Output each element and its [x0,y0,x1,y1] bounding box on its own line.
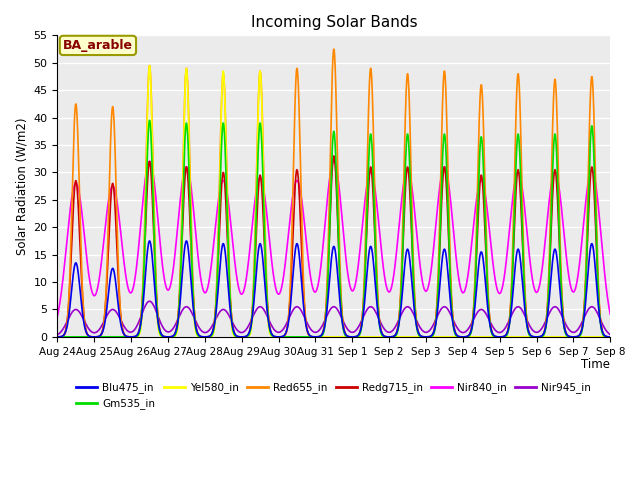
Redg715_in [82,325,90,331]
Gm535_in [146,118,154,123]
Gm535_in [54,334,61,340]
Yel580_in [323,334,330,340]
Red655_in [308,334,316,340]
Blu475_in [323,311,330,317]
Red655_in [323,300,330,306]
Yel580_in [308,334,316,340]
Nir945_in [607,332,614,337]
Nir945_in [591,305,598,311]
Redg715_in [591,197,598,203]
Nir945_in [308,328,316,334]
Nir840_in [308,281,316,287]
Nir945_in [590,305,598,311]
Red655_in [330,47,337,52]
Redg715_in [308,334,316,339]
Gm535_in [590,163,598,168]
Blu475_in [54,334,61,340]
Yel580_in [607,334,614,340]
Yel580_in [490,334,497,340]
Nir945_in [146,299,154,304]
Gm535_in [607,334,614,340]
Red655_in [590,123,598,129]
Redg715_in [489,332,497,337]
X-axis label: Time: Time [581,358,611,371]
Line: Redg715_in: Redg715_in [58,156,611,337]
Line: Nir945_in: Nir945_in [58,301,611,335]
Yel580_in [591,334,598,340]
Red655_in [607,334,614,340]
Blu475_in [308,334,316,339]
Redg715_in [590,191,598,197]
Blu475_in [489,332,497,337]
Red655_in [54,334,61,340]
Redg715_in [323,303,330,309]
Yel580_in [54,334,61,340]
Redg715_in [330,153,337,159]
Yel580_in [146,62,154,68]
Nir945_in [54,332,61,338]
Line: Gm535_in: Gm535_in [58,120,611,337]
Legend: Blu475_in, Gm535_in, Yel580_in, Red655_in, Redg715_in, Nir840_in, Nir945_in: Blu475_in, Gm535_in, Yel580_in, Red655_i… [72,378,595,414]
Redg715_in [54,334,61,340]
Nir840_in [82,245,90,251]
Nir840_in [607,312,614,317]
Blu475_in [607,334,614,340]
Nir840_in [590,172,598,178]
Line: Blu475_in: Blu475_in [58,241,611,337]
Yel580_in [385,334,392,340]
Yel580_in [82,334,90,340]
Gm535_in [323,306,330,312]
Yel580_in [591,334,598,340]
Red655_in [82,327,90,333]
Red655_in [489,333,497,338]
Y-axis label: Solar Radiation (W/m2): Solar Radiation (W/m2) [15,117,28,255]
Nir840_in [54,313,61,319]
Blu475_in [82,327,90,333]
Line: Red655_in: Red655_in [58,49,611,337]
Title: Incoming Solar Bands: Incoming Solar Bands [250,15,417,30]
Blu475_in [591,256,598,262]
Line: Yel580_in: Yel580_in [58,65,611,337]
Text: BA_arable: BA_arable [63,39,133,52]
Redg715_in [607,334,614,340]
Nir945_in [489,324,497,330]
Blu475_in [590,253,598,259]
Gm535_in [82,334,90,340]
Nir840_in [323,205,330,211]
Gm535_in [308,334,316,340]
Gm535_in [489,333,497,338]
Nir945_in [323,314,330,320]
Nir840_in [146,158,154,164]
Blu475_in [146,238,154,244]
Line: Nir840_in: Nir840_in [58,161,611,316]
Nir840_in [591,174,598,180]
Nir840_in [489,261,497,266]
Nir945_in [82,321,90,326]
Gm535_in [591,171,598,177]
Red655_in [591,133,598,139]
